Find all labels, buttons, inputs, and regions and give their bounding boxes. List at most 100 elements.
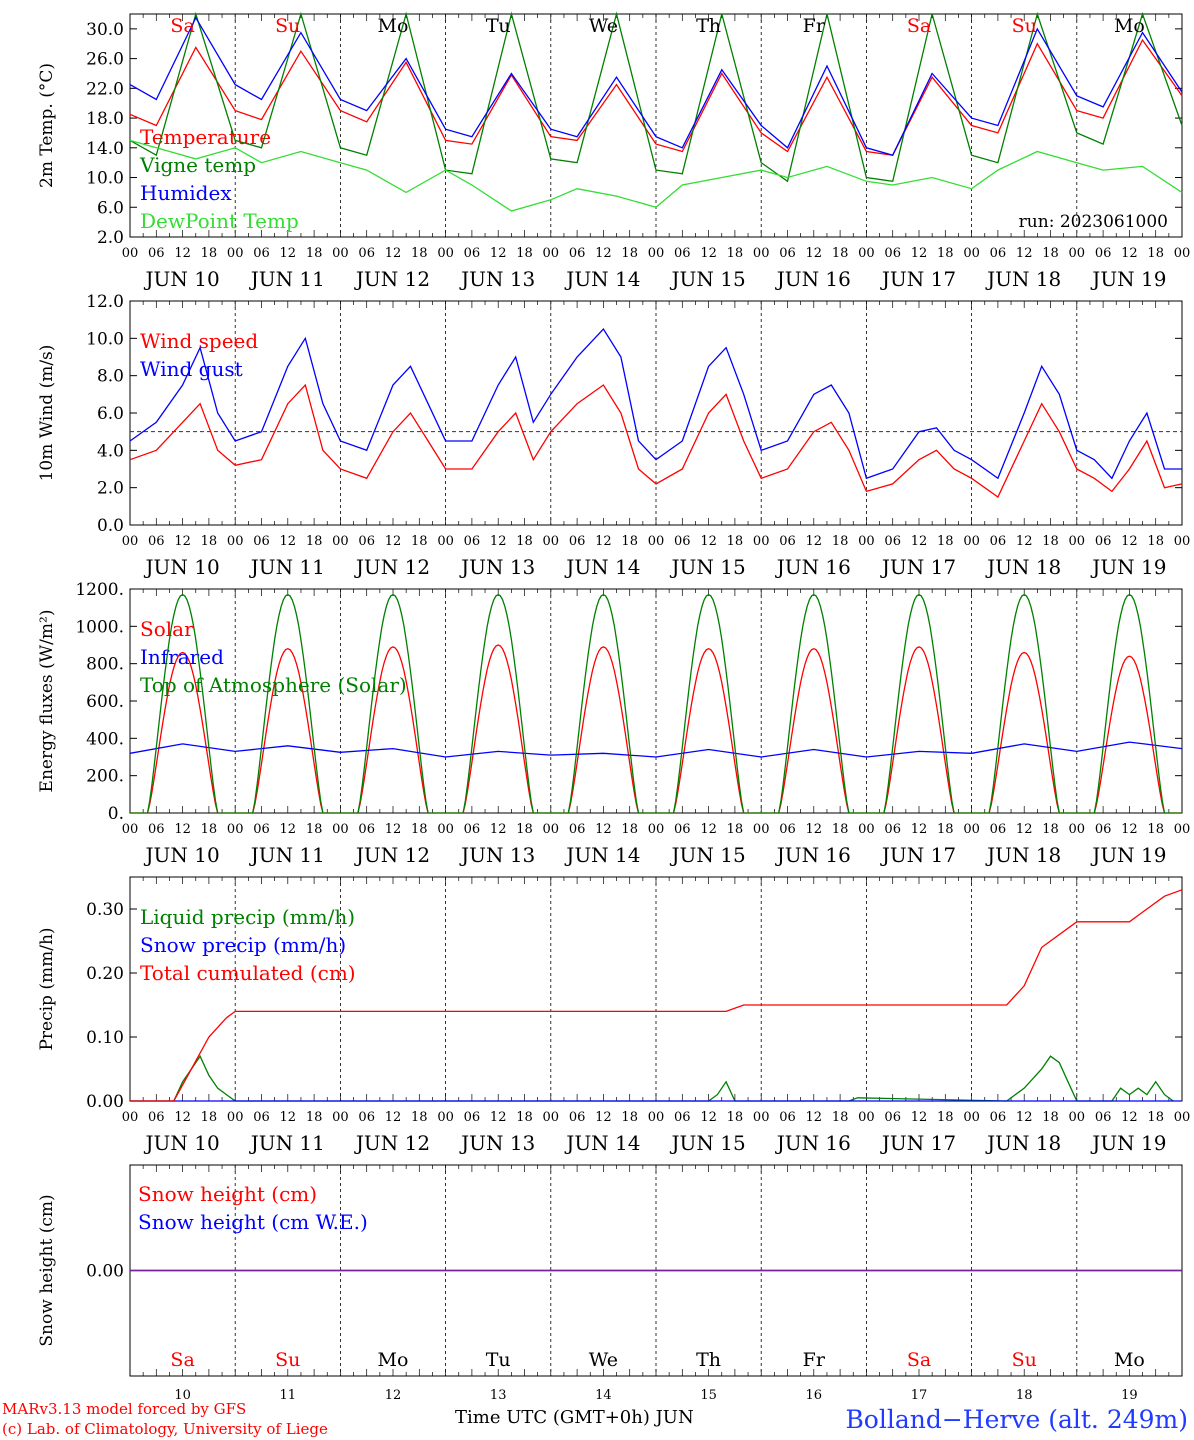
x-hour-label: 00 — [1174, 822, 1191, 837]
day-header: JUN 10 — [144, 843, 220, 867]
x-hour-label: 06 — [1095, 1110, 1112, 1125]
y-tick-label: 1200. — [75, 580, 124, 600]
weekday-label: Th — [696, 1349, 721, 1371]
x-hour-label: 00 — [543, 534, 560, 549]
y-tick-label: 4.0 — [97, 441, 124, 461]
series-line-temperature — [129, 38, 1183, 156]
x-hour-label: 06 — [253, 246, 270, 261]
x-hour-label: 00 — [332, 822, 349, 837]
series-line-dewpoint-temp — [129, 139, 1183, 212]
x-hour-label: 18 — [411, 822, 428, 837]
legend-entry: Vigne temp — [139, 153, 256, 177]
weekday-label: Su — [1012, 15, 1037, 37]
x-hour-label: 00 — [648, 534, 665, 549]
series-line-top-of-atmosphere-solar- — [130, 593, 1182, 814]
y-tick-label: 10.0 — [86, 329, 124, 349]
x-hour-label: 18 — [306, 822, 323, 837]
y-tick-label: 8.0 — [97, 367, 124, 387]
x-hour-label: 06 — [779, 534, 796, 549]
day-header: JUN 14 — [564, 555, 640, 579]
x-hour-label: 00 — [437, 822, 454, 837]
x-hour-label: 06 — [358, 1110, 375, 1125]
y-tick-label: 800. — [86, 655, 124, 675]
x-hour-label: 00 — [332, 1110, 349, 1125]
x-hour-label: 12 — [700, 534, 717, 549]
day-header: JUN 15 — [670, 843, 746, 867]
y-tick-label: 0. — [108, 804, 124, 824]
x-hour-label: 06 — [253, 822, 270, 837]
x-hour-label: 12 — [1016, 822, 1033, 837]
weekday-label: Su — [1012, 1349, 1037, 1371]
day-header: JUN 14 — [564, 1131, 640, 1155]
x-hour-label: 18 — [411, 246, 428, 261]
x-hour-label: 06 — [674, 822, 691, 837]
x-hour-label: 18 — [727, 822, 744, 837]
x-hour-label: 12 — [700, 246, 717, 261]
day-header: JUN 10 — [144, 1131, 220, 1155]
weekday-label: Mo — [378, 15, 409, 37]
x-hour-label: 12 — [1121, 246, 1138, 261]
x-hour-label: 12 — [490, 822, 507, 837]
day-header: JUN 19 — [1090, 555, 1166, 579]
x-hour-label: 00 — [753, 822, 770, 837]
day-header: JUN 10 — [144, 555, 220, 579]
y-tick-label: 12.0 — [86, 292, 124, 312]
x-hour-label: 12 — [174, 822, 191, 837]
x-hour-label: 18 — [516, 534, 533, 549]
x-hour-label: 06 — [1095, 246, 1112, 261]
x-hour-label: 00 — [227, 1110, 244, 1125]
x-hour-label: 12 — [174, 246, 191, 261]
series-line-wind-speed — [129, 383, 1183, 498]
day-header: JUN 11 — [249, 843, 325, 867]
series-line-total-cumulated-cm- — [130, 889, 1183, 1102]
x-hour-label: 00 — [963, 1110, 980, 1125]
x-hour-label: 00 — [122, 822, 139, 837]
series-line-wind-gust — [129, 327, 1182, 480]
footer-lab: (c) Lab. of Climatology, University of L… — [2, 1420, 328, 1438]
day-header: JUN 18 — [985, 555, 1061, 579]
y-tick-label: 0.0 — [97, 516, 124, 536]
x-hour-label: 00 — [858, 534, 875, 549]
date-label: 17 — [911, 1388, 928, 1403]
day-header: JUN 11 — [249, 555, 325, 579]
x-hour-label: 18 — [621, 534, 638, 549]
x-hour-label: 00 — [122, 1110, 139, 1125]
x-hour-label: 00 — [227, 534, 244, 549]
x-hour-label: 06 — [674, 1110, 691, 1125]
x-hour-label: 00 — [122, 534, 139, 549]
footer-model: MARv3.13 model forced by GFS — [2, 1400, 246, 1418]
x-hour-label: 06 — [674, 534, 691, 549]
x-hour-label: 12 — [1016, 1110, 1033, 1125]
y-tick-label: 0.00 — [86, 1262, 124, 1282]
x-hour-label: 18 — [1147, 1110, 1164, 1125]
x-hour-label: 12 — [1016, 246, 1033, 261]
date-label: 10 — [174, 1388, 191, 1403]
x-hour-label: 06 — [358, 534, 375, 549]
x-hour-label: 00 — [1174, 246, 1191, 261]
day-header: JUN 17 — [880, 843, 956, 867]
x-hour-label: 00 — [543, 822, 560, 837]
x-hour-label: 00 — [332, 246, 349, 261]
x-hour-label: 18 — [937, 822, 954, 837]
day-header: JUN 17 — [880, 1131, 956, 1155]
x-hour-label: 18 — [201, 822, 218, 837]
x-hour-label: 12 — [174, 534, 191, 549]
x-hour-label: 12 — [280, 534, 297, 549]
y-axis-label: Precip (mm/h) — [37, 927, 57, 1050]
day-header: JUN 16 — [775, 267, 851, 291]
x-hour-label: 12 — [1121, 1110, 1138, 1125]
y-tick-label: 6.0 — [97, 404, 124, 424]
x-hour-label: 18 — [516, 1110, 533, 1125]
x-hour-label: 18 — [832, 1110, 849, 1125]
x-hour-label: 00 — [753, 1110, 770, 1125]
x-hour-label: 18 — [832, 534, 849, 549]
x-hour-label: 00 — [437, 246, 454, 261]
x-axis-label: Time UTC (GMT+0h) JUN — [455, 1407, 694, 1428]
x-hour-label: 18 — [727, 246, 744, 261]
x-hour-label: 00 — [332, 534, 349, 549]
x-hour-label: 00 — [227, 822, 244, 837]
x-hour-label: 00 — [648, 246, 665, 261]
x-hour-label: 06 — [1095, 822, 1112, 837]
weekday-label: Mo — [1114, 1349, 1145, 1371]
day-header: JUN 19 — [1090, 843, 1166, 867]
